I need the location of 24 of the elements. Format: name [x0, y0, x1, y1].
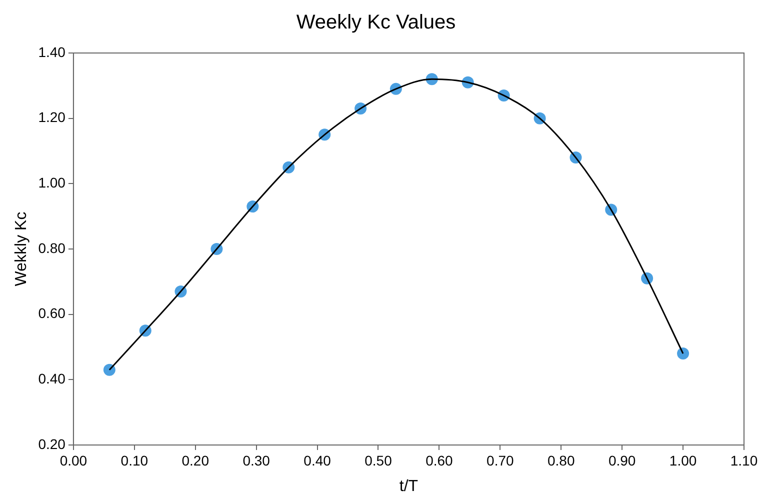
- chart-title: Weekly Kc Values: [296, 12, 456, 34]
- y-tick-label: 1.20: [38, 109, 66, 126]
- x-tick-label: 0.70: [486, 452, 514, 468]
- y-tick-label: 0.20: [38, 436, 66, 452]
- y-tick-label: 0.40: [38, 370, 66, 387]
- x-tick-label: 0.60: [426, 452, 454, 468]
- y-tick-label: 0.80: [38, 240, 66, 256]
- y-tick-label: 0.60: [38, 305, 66, 322]
- y-tick-label: 1.40: [38, 44, 66, 60]
- x-tick-label: 0.40: [304, 452, 332, 468]
- x-tick-label: 0.20: [182, 452, 210, 468]
- point: [103, 364, 116, 376]
- x-tick-label: 0.30: [242, 452, 270, 468]
- x-tick-label: 1.00: [669, 452, 697, 468]
- x-tick-label: 0.90: [608, 452, 636, 468]
- x-tick-label: 1.10: [730, 452, 758, 468]
- x-axis-title: t/T: [399, 478, 418, 495]
- y-axis-title: Wekkly Kc: [13, 212, 30, 286]
- y-tick-label: 1.00: [38, 174, 66, 191]
- x-tick-label: 0.00: [60, 452, 88, 468]
- point: [677, 348, 690, 360]
- x-tick-label: 0.10: [120, 452, 148, 468]
- x-tick-label: 0.50: [364, 452, 392, 468]
- x-tick-label: 0.80: [547, 452, 575, 468]
